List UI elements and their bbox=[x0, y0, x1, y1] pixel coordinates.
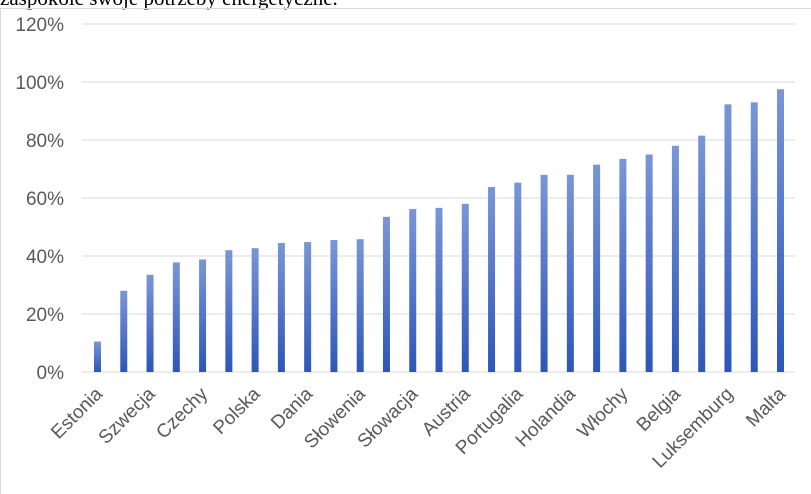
y-tick-label: 60% bbox=[26, 189, 64, 210]
y-tick-label: 100% bbox=[15, 73, 64, 94]
chart-frame-left bbox=[0, 8, 1, 494]
context-text: zaspokoić swoje potrzeby energetyczne. bbox=[0, 0, 811, 10]
bar bbox=[225, 250, 233, 372]
bar bbox=[566, 174, 574, 372]
x-tick-label: Czechy bbox=[152, 383, 212, 443]
bar bbox=[146, 274, 154, 372]
x-tick-label: Włochy bbox=[574, 383, 633, 442]
bar bbox=[593, 164, 601, 372]
bar bbox=[540, 174, 548, 372]
bar bbox=[94, 341, 101, 372]
x-tick-label: Malta bbox=[742, 383, 790, 431]
bar bbox=[382, 216, 390, 372]
y-tick-label: 120% bbox=[15, 15, 64, 36]
bar bbox=[356, 239, 364, 372]
x-tick-label: Szwecja bbox=[95, 383, 160, 448]
bar-series bbox=[94, 89, 784, 373]
y-tick-label: 80% bbox=[26, 131, 64, 152]
x-tick-label: Polska bbox=[209, 383, 264, 438]
bar bbox=[251, 248, 259, 372]
y-axis-tick-labels: 0% 20% 40% 60% 80% 100% 120% bbox=[15, 15, 64, 384]
y-tick-label: 0% bbox=[37, 363, 65, 384]
bar bbox=[330, 240, 338, 372]
bar bbox=[514, 182, 522, 372]
bar bbox=[645, 154, 653, 372]
bar bbox=[777, 89, 784, 372]
y-tick-label: 20% bbox=[26, 305, 64, 326]
bar bbox=[698, 135, 706, 372]
x-tick-label: Dania bbox=[267, 383, 317, 433]
bar bbox=[488, 186, 496, 372]
bar bbox=[619, 158, 627, 372]
bar bbox=[724, 104, 732, 372]
y-tick-label: 40% bbox=[26, 247, 64, 268]
bar bbox=[461, 203, 469, 372]
bar bbox=[277, 242, 285, 372]
bar bbox=[671, 145, 679, 372]
bar bbox=[435, 207, 443, 372]
bar bbox=[409, 209, 417, 372]
bar bbox=[750, 102, 758, 373]
chart-frame-top bbox=[0, 8, 811, 9]
bar bbox=[172, 262, 180, 372]
bar bbox=[199, 259, 207, 372]
bar bbox=[120, 290, 128, 372]
bar bbox=[304, 242, 312, 372]
